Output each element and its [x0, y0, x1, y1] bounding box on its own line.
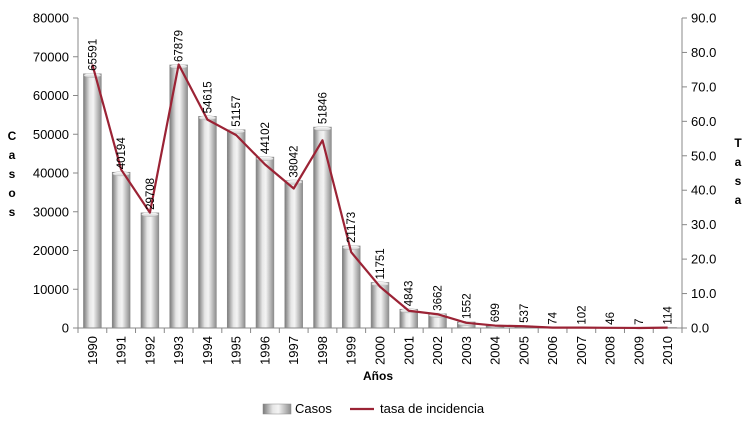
y-axis-title-left-letter: s	[9, 167, 16, 181]
bar-casos	[284, 180, 303, 329]
bar-casos	[83, 73, 102, 329]
x-tick-label: 2010	[660, 336, 675, 365]
bar-data-label: 699	[490, 303, 502, 322]
bar-data-label: 51157	[231, 96, 243, 127]
legend-label-casos: Casos	[295, 401, 332, 416]
bar-data-label: 74	[548, 311, 560, 324]
y-tick-label-left: 20000	[33, 243, 69, 258]
bar-casos	[111, 171, 131, 329]
y-tick-label-right: 10.0	[691, 286, 716, 301]
y-tick-label-right: 30.0	[691, 217, 716, 232]
bar-data-label: 40194	[116, 137, 128, 170]
x-tick-label: 2001	[401, 336, 416, 365]
bar-data-label: 54615	[202, 81, 214, 113]
x-axis-title: Años	[363, 369, 393, 383]
y-tick-label-right: 50.0	[691, 148, 716, 163]
y-tick-label-left: 50000	[33, 127, 69, 142]
bar-data-label: 29708	[145, 178, 157, 210]
x-tick-label: 2009	[631, 336, 646, 365]
y-tick-label-left: 10000	[33, 282, 69, 297]
bar-cap	[112, 171, 130, 177]
y-tick-label-right: 20.0	[691, 252, 716, 267]
x-tick-label: 2000	[373, 336, 388, 365]
x-tick-label: 2004	[488, 336, 503, 365]
y-axis-title-right-letter: T	[734, 136, 742, 150]
bar-casos	[370, 282, 390, 329]
x-tick-label: 1997	[286, 336, 301, 365]
bar-data-label: 46	[605, 312, 617, 325]
bar-casos	[169, 64, 188, 329]
x-tick-label: 2008	[603, 336, 618, 365]
bar-data-label: 44102	[260, 122, 272, 154]
y-axis-title-right-letter: a	[735, 193, 742, 207]
y-tick-label-left: 0	[62, 321, 69, 336]
x-tick-label: 2007	[574, 336, 589, 365]
bar-data-label: 7	[634, 319, 646, 325]
y-axis-title-right-letter: s	[735, 174, 742, 188]
bar-data-label: 102	[576, 305, 588, 324]
bar-casos	[140, 212, 160, 329]
x-tick-label: 2002	[430, 336, 445, 365]
x-tick-label: 1994	[200, 336, 215, 365]
y-tick-label-right: 70.0	[691, 79, 716, 94]
bar-casos	[198, 116, 217, 329]
x-tick-label: 2006	[545, 336, 560, 365]
y-axis-title-left-letter: s	[9, 205, 16, 219]
legend-label-tasa: tasa de incidencia	[380, 401, 485, 416]
bar-casos	[226, 129, 246, 329]
y-axis-title-right-letter: a	[735, 155, 742, 169]
line-tasa-de-incidencia	[91, 63, 668, 330]
bar-data-label: 114	[663, 306, 675, 325]
y-tick-label-left: 30000	[33, 204, 69, 219]
x-tick-label: 2005	[516, 336, 531, 365]
x-tick-label: 1992	[142, 336, 157, 365]
y-tick-label-right: 60.0	[691, 114, 716, 129]
bar-data-label: 537	[519, 304, 531, 323]
legend-swatch-casos	[262, 403, 292, 415]
x-tick-label: 1998	[315, 336, 330, 365]
bar-data-label: 1552	[461, 293, 473, 319]
x-tick-label: 1991	[114, 336, 129, 365]
bar-data-label: 4843	[404, 281, 416, 307]
y-axis-title-left: Casos	[8, 129, 17, 219]
x-tick-label: 1990	[85, 336, 100, 365]
y-axis-title-left-letter: o	[8, 186, 15, 200]
x-tick-label: 2003	[459, 336, 474, 365]
y-tick-label-left: 80000	[33, 11, 69, 26]
bar-data-label: 51846	[317, 92, 329, 124]
y-tick-label-right: 0.0	[691, 321, 709, 336]
bar-casos	[313, 126, 332, 329]
y-tick-label-right: 80.0	[691, 45, 716, 60]
bar-data-label: 11751	[375, 248, 387, 279]
x-tick-label: 1995	[229, 336, 244, 365]
bar-data-label: 38042	[289, 146, 301, 178]
x-tick-label: 1996	[257, 336, 272, 365]
bar-data-label: 67879	[174, 30, 186, 62]
y-axis-title-left-letter: C	[8, 129, 17, 143]
y-tick-label-left: 40000	[33, 166, 69, 181]
bar-data-label: 65591	[87, 39, 99, 71]
x-tick-label: 1999	[344, 336, 359, 365]
bar-data-label: 21173	[346, 212, 358, 243]
bar-cap	[313, 126, 332, 131]
bar-casos	[255, 156, 275, 329]
bar-cap	[83, 72, 101, 78]
x-tick-label: 1993	[171, 336, 186, 365]
y-tick-label-left: 60000	[33, 88, 69, 103]
y-tick-label-left: 70000	[33, 49, 69, 64]
y-axis-title-left-letter: a	[9, 148, 16, 162]
y-tick-label-right: 40.0	[691, 183, 716, 198]
y-tick-label-right: 90.0	[691, 11, 716, 26]
bar-data-label: 3662	[433, 285, 445, 311]
